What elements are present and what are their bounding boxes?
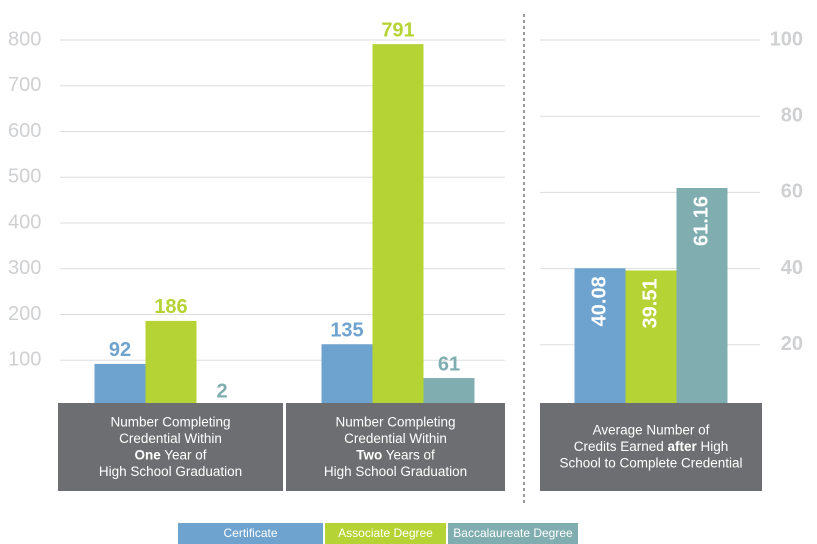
x-tick-label: Two Years of [356, 447, 435, 462]
x-tick-label: School to Complete Credential [559, 455, 742, 470]
y-tick-label: 100 [8, 349, 41, 371]
label-part: Average Number of [593, 422, 710, 437]
x-tick-label: Credits Earned after High [574, 439, 729, 454]
data-label: 2 [216, 380, 227, 402]
legend-swatch [325, 523, 446, 544]
label-part: High School Graduation [99, 463, 242, 478]
legend-swatch [178, 523, 323, 544]
bar [676, 187, 728, 421]
y-tick-label: 300 [8, 257, 41, 279]
data-label: 791 [381, 19, 414, 41]
legend-label: Baccalaureate Degree [453, 526, 573, 540]
label-part: Year of [161, 447, 207, 462]
label-part: after [668, 439, 698, 454]
x-tick-label: High School Graduation [99, 463, 242, 478]
x-tick-label: Average Number of [593, 422, 710, 437]
data-label: 186 [154, 296, 187, 318]
bar [423, 378, 475, 406]
bar [372, 44, 424, 407]
x-tick-label: High School Graduation [324, 463, 467, 478]
label-part: Credits Earned [574, 439, 668, 454]
data-label: 61.16 [690, 196, 712, 246]
y-tick-label: 80 [781, 104, 803, 126]
label-part: High School Graduation [324, 463, 467, 478]
y-tick-label: 60 [781, 181, 803, 203]
category-box [286, 403, 505, 491]
bar [145, 320, 197, 406]
label-part: Number Completing [335, 414, 455, 429]
x-tick-label: One Year of [134, 447, 206, 462]
data-label: 61 [438, 353, 460, 375]
y-tick-label: 600 [8, 120, 41, 142]
y-tick-label: 100 [770, 28, 803, 50]
bar [625, 270, 677, 421]
category-box [540, 403, 762, 491]
label-part: One [134, 447, 161, 462]
label-part: Number Completing [110, 414, 230, 429]
data-label: 40.08 [588, 276, 610, 326]
label-part: Credential Within [119, 430, 222, 445]
bar [94, 363, 146, 406]
data-label: 39.51 [639, 278, 661, 328]
y-tick-label: 500 [8, 166, 41, 188]
y-tick-label: 40 [781, 257, 803, 279]
y-tick-label: 800 [8, 28, 41, 50]
y-tick-label: 400 [8, 211, 41, 233]
y-tick-label: 700 [8, 74, 41, 96]
category-box [58, 403, 283, 491]
y-tick-label: 200 [8, 303, 41, 325]
label-part: Years of [382, 447, 435, 462]
legend-swatch [448, 523, 578, 544]
data-label: 135 [330, 320, 363, 342]
x-tick-label: Credential Within [119, 430, 222, 445]
legend-label: Certificate [223, 526, 277, 540]
x-tick-label: Number Completing [110, 414, 230, 429]
bar [574, 268, 626, 421]
x-tick-label: Number Completing [335, 414, 455, 429]
x-tick-label: Credential Within [344, 430, 447, 445]
label-part: Credential Within [344, 430, 447, 445]
bar [321, 344, 373, 406]
label-part: School to Complete Credential [559, 455, 742, 470]
y-tick-label: 20 [781, 333, 803, 355]
label-part: High [697, 439, 729, 454]
data-label: 92 [109, 339, 131, 361]
label-part: Two [356, 447, 382, 462]
legend-label: Associate Degree [338, 526, 433, 540]
